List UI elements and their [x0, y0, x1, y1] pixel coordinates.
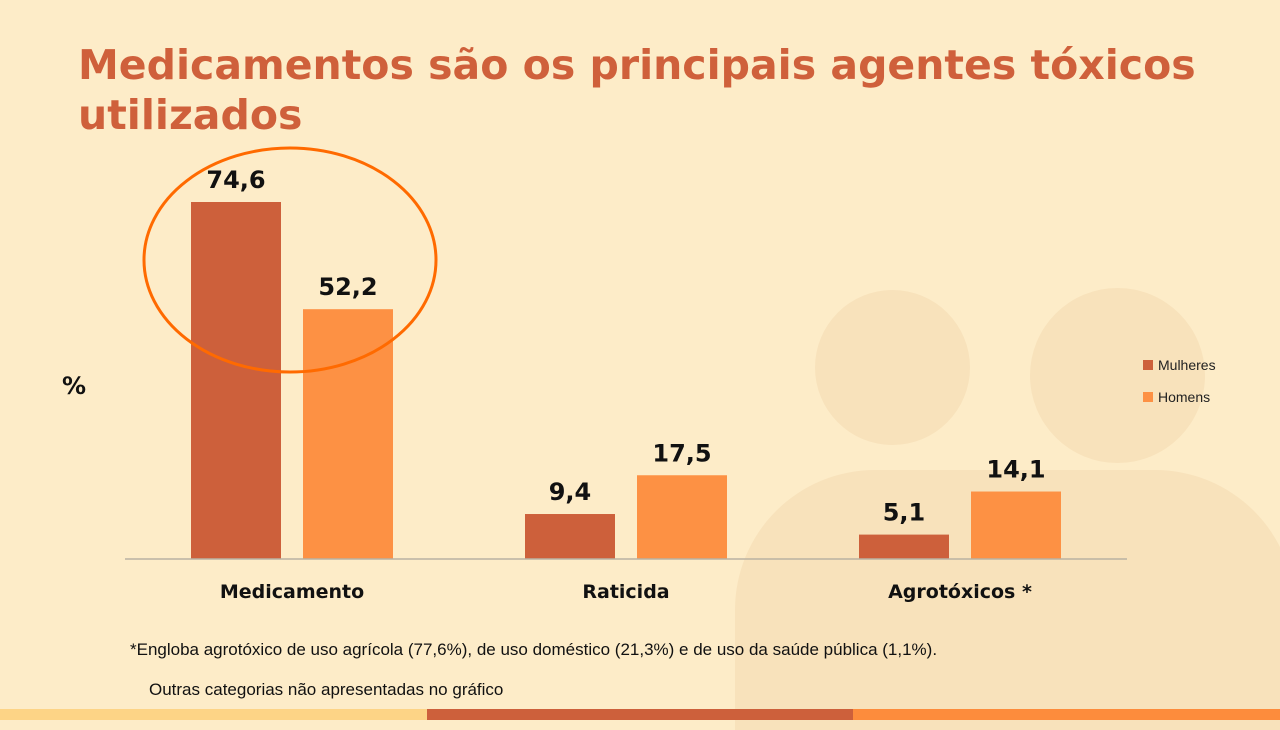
- bar-mulheres: [525, 514, 615, 559]
- bottom-bar-segment: [426, 709, 854, 720]
- legend-item-homens: Homens: [1143, 387, 1216, 407]
- bottom-bar-segment: [853, 709, 1280, 720]
- value-label-mulheres: 9,4: [549, 478, 592, 506]
- bar-homens: [637, 475, 727, 559]
- bar-mulheres: [859, 534, 949, 559]
- value-label-mulheres: 74,6: [206, 166, 265, 194]
- y-axis-label: %: [62, 372, 87, 400]
- legend-swatch-homens: [1143, 392, 1153, 402]
- legend-label-mulheres: Mulheres: [1158, 357, 1216, 373]
- category-label: Raticida: [582, 581, 669, 603]
- background-circle-left: [815, 290, 970, 445]
- background-circle-right: [1030, 288, 1205, 463]
- legend-label-homens: Homens: [1158, 389, 1211, 405]
- slide-title: Medicamentos são os principais agentes t…: [78, 41, 1196, 139]
- footnote: *Engloba agrotóxico de uso agrícola (77,…: [130, 640, 938, 659]
- value-label-homens: 52,2: [318, 273, 377, 301]
- value-label-mulheres: 5,1: [883, 499, 926, 527]
- note-text: Outras categorias não apresentadas no gr…: [149, 680, 504, 699]
- category-label: Medicamento: [220, 581, 364, 603]
- bottom-bar-segment: [0, 709, 427, 720]
- bar-mulheres: [191, 202, 281, 559]
- value-label-homens: 14,1: [986, 456, 1045, 484]
- chart-legend: Mulheres Homens: [1143, 355, 1216, 419]
- bar-homens: [971, 491, 1061, 559]
- legend-swatch-mulheres: [1143, 360, 1153, 370]
- category-label: Agrotóxicos *: [888, 581, 1032, 603]
- value-label-homens: 17,5: [652, 439, 711, 467]
- legend-item-mulheres: Mulheres: [1143, 355, 1216, 375]
- highlight-ellipse: [142, 146, 438, 374]
- bar-homens: [303, 309, 393, 559]
- bottom-color-bar: [0, 709, 1280, 720]
